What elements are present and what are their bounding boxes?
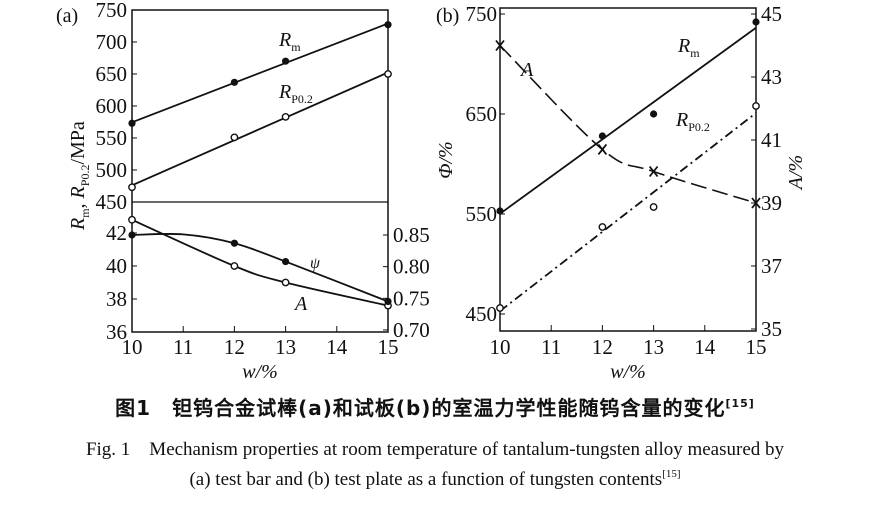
panel-b-a-curve (499, 44, 757, 204)
panel-b-right-y-tick-label: 35 (761, 317, 782, 341)
panel-a-upper-y-tick-label: 550 (96, 126, 128, 150)
panel-b-x-tick-label: 12 (592, 335, 613, 359)
panel-a-lower-y-tick-label: 42 (106, 221, 127, 245)
panel-a-rp02-point (281, 112, 290, 121)
caption-english-ref: [15] (662, 468, 681, 480)
panel-b-a-point (648, 165, 659, 178)
panel-a-frame (131, 9, 389, 333)
figure: (a) 10 11 12 13 14 15 w/% 450 500 550 600 650 700 750 3… (56, 0, 807, 383)
caption-chinese: 图1 钽钨合金试棒(a)和试板(b)的室温力学性能随钨含量的变化[15] (0, 392, 870, 421)
panel-b-rm-point (752, 18, 760, 26)
panel-a-x-tick-label: 13 (275, 335, 296, 359)
panel-a-right-y-tick-label: 0.70 (393, 318, 430, 342)
panel-a-right-y-tick-label: 0.75 (393, 286, 430, 310)
panel-b-x-axis-label: w/% (610, 361, 646, 383)
panel-a-rm-point (384, 21, 392, 29)
panel-b-right-y-axis-label: A/% (785, 155, 807, 191)
panel-b-rp02-point (598, 223, 607, 231)
panel-a-x-tick-label: 12 (224, 335, 245, 359)
panel-b-x-tick-label: 10 (490, 335, 511, 359)
panel-a-a-label: A (293, 293, 308, 315)
panel-b-right-y-tick-label: 43 (761, 65, 782, 89)
panel-a-psi-curve (131, 232, 389, 303)
panel-b-rp02-point (752, 102, 760, 110)
panel-a-rm-label: Rm (278, 29, 301, 54)
panel-b-a-point (597, 143, 608, 156)
caption-english-line1: Fig. 1 Mechanism properties at room temp… (85, 439, 785, 460)
panel-a-rm-point (282, 57, 290, 65)
panel-a-rm-point (230, 78, 238, 86)
panel-b-rp02-fit-line (499, 112, 757, 312)
panel-b-rm-label: Rm (677, 35, 700, 60)
panel-b-a-point (495, 39, 505, 52)
panel-b-left-y-tick-label: 550 (466, 202, 498, 226)
panel-a-upper-y-tick-label: 750 (96, 0, 128, 22)
panel-b-left-y-tick-label: 450 (466, 302, 498, 326)
panel-b-rm-point (650, 110, 658, 118)
panel-b-x-tick-label: 14 (694, 335, 716, 359)
panel-a-a-curve (131, 218, 389, 307)
panel-b-label: (b) (436, 5, 459, 27)
panel-a-x-tick-label: 11 (173, 335, 193, 359)
panel-b-x-tick-label: 13 (643, 335, 664, 359)
panel-b-right-y-tick-label: 45 (761, 2, 782, 26)
panel-a-right-y-tick-label: 0.85 (393, 223, 430, 247)
panel-b-rm-fit-line (499, 27, 757, 215)
panel-a-x-tick-label: 14 (326, 335, 348, 359)
panel-a-upper-y-tick-label: 450 (96, 190, 128, 214)
panel-a-y-axis-label: Rm, RP0.2/MPa (67, 121, 92, 231)
panel-b-left-y-tick-label: 650 (466, 102, 498, 126)
panel-a-lower-y-tick-label: 40 (106, 254, 127, 278)
panel-a-rp02-point (128, 183, 136, 192)
panel-b-a-label: A (519, 59, 534, 81)
panel-a-rp02-point (384, 70, 392, 78)
panel-a-psi-point (282, 257, 290, 266)
panel-b-rp02-point (496, 304, 504, 312)
panel-a-x-tick-label: 15 (378, 335, 399, 359)
panel-b-rm-point (496, 207, 504, 215)
caption-english-line2-text: (a) test bar and (b) test plate as a fun… (189, 469, 663, 490)
panel-b-right-y-tick-label: 39 (761, 191, 782, 215)
panel-b-rp02-point (649, 203, 658, 211)
panel-a-upper-y-tick-label: 700 (96, 30, 128, 54)
panel-b-left-y-axis-label: Φ/% (435, 141, 457, 178)
panel-a-upper-y-tick-label: 500 (96, 158, 128, 182)
panel-b-x-tick-label: 15 (746, 335, 767, 359)
panel-a-psi-point (230, 239, 238, 247)
panel-b-right-y-tick-label: 41 (761, 128, 782, 152)
panel-b-right-y-tick-label: 37 (761, 254, 782, 278)
panel-a-a-point (230, 262, 239, 270)
panel-a-psi-point (384, 297, 392, 306)
panel-b-rp02-label: RP0.2 (675, 109, 710, 134)
panel-b-left-y-tick-label: 750 (466, 2, 498, 26)
panel-a-psi-point (128, 231, 136, 239)
panel-a-psi-label: ψ (310, 255, 321, 272)
panel-a-rp02-point (230, 133, 239, 142)
panel-b-x-tick-label: 11 (541, 335, 561, 359)
panel-a-x-tick-label: 10 (122, 335, 143, 359)
panel-a-lower-y-tick-label: 36 (106, 320, 127, 344)
panel-a-rp02-fit-line (131, 71, 389, 187)
panel-a-upper-y-tick-label: 650 (96, 62, 128, 86)
caption-chinese-ref: [15] (725, 397, 755, 410)
panel-a-upper-y-tick-label: 600 (96, 94, 128, 118)
panel-b-rm-point (598, 132, 607, 140)
panel-a-rp02-label: RP0.2 (278, 81, 313, 106)
panel-a-rm-fit-line (131, 22, 389, 124)
panel-a-x-axis-label: w/% (242, 361, 278, 383)
panel-a-lower-y-tick-label: 38 (106, 287, 127, 311)
panel-a-a-point (128, 215, 136, 224)
panel-a-right-y-tick-label: 0.80 (393, 255, 430, 279)
panel-a-label: (a) (56, 5, 78, 27)
panel-a-rm-point (128, 119, 136, 127)
panel-b-frame (499, 7, 757, 332)
caption-english-line2: (a) test bar and (b) test plate as a fun… (0, 468, 870, 491)
panel-b-a-point (751, 197, 761, 209)
panel-a-a-point (281, 278, 290, 287)
caption-chinese-text: 图1 钽钨合金试棒(a)和试板(b)的室温力学性能随钨含量的变化 (115, 396, 726, 420)
